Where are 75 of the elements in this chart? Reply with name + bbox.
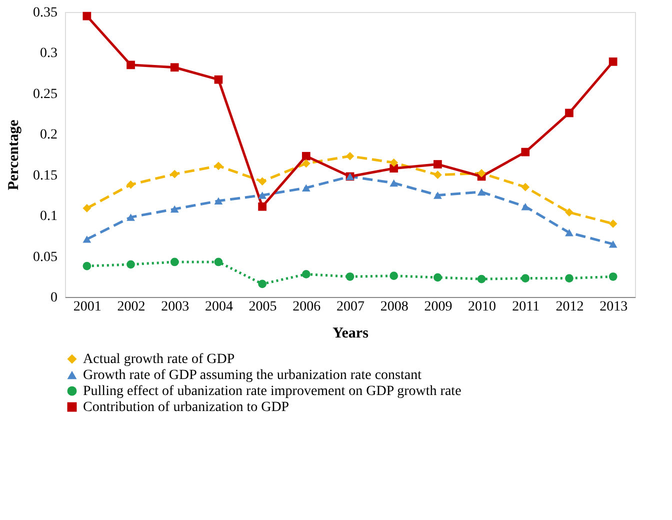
point [565, 108, 574, 118]
point [126, 214, 135, 221]
point [390, 158, 398, 167]
x-tick-label: 2010 [468, 300, 496, 314]
y-axis-title: Percentage [6, 119, 22, 190]
point [302, 152, 310, 160]
legend-label: Actual growth rate of GDP [83, 352, 235, 367]
point [434, 273, 442, 282]
y-tick-label: 0.3 [40, 46, 58, 62]
point [126, 180, 135, 189]
y-tick-label: 0.25 [33, 86, 58, 102]
x-tick-label: 2013 [600, 300, 628, 314]
y-tick-label: 0.05 [33, 250, 58, 265]
x-tick-label: 2008 [380, 300, 408, 314]
point [82, 12, 92, 20]
point [390, 179, 398, 187]
point [608, 220, 618, 228]
point [521, 202, 530, 210]
point [214, 258, 223, 266]
point [565, 229, 574, 236]
point [346, 272, 354, 281]
point [521, 274, 530, 282]
x-tick-label: 2001 [73, 300, 102, 314]
y-tick-label: 0.2 [40, 128, 58, 143]
legend-label: Growth rate of GDP assuming the urbanization rate constant [83, 368, 422, 383]
point [126, 260, 135, 269]
y-tick-label: 0.1 [40, 209, 58, 224]
x-tick-label: 2006 [292, 300, 321, 314]
point [82, 236, 92, 243]
point [608, 240, 618, 248]
y-tick-label: 0.35 [33, 6, 58, 20]
point [82, 262, 92, 270]
legend-label: Pulling effect of ubanization rate improvement on GDP growth rate [83, 384, 462, 399]
point [434, 192, 442, 199]
point [258, 177, 266, 186]
point [258, 192, 266, 199]
point [390, 272, 398, 280]
point [258, 280, 266, 288]
point [477, 188, 486, 196]
point [302, 270, 310, 278]
point [565, 274, 574, 282]
point [170, 258, 179, 266]
y-tick-label: 0 [50, 290, 58, 306]
x-tick-label: 2009 [424, 300, 452, 314]
point [126, 60, 135, 70]
point [608, 272, 618, 281]
point [258, 202, 266, 211]
legend-label: Contribution of urbanization to GDP [83, 400, 290, 415]
x-tick-label: 2005 [248, 300, 277, 314]
point [82, 204, 92, 212]
point [521, 182, 530, 192]
point [608, 57, 618, 66]
point [477, 169, 486, 178]
x-tick-label: 2004 [204, 300, 233, 314]
point [170, 205, 179, 213]
x-tick-label: 2007 [336, 300, 364, 314]
point [521, 148, 530, 156]
x-tick-label: 2003 [161, 300, 190, 314]
point [214, 75, 223, 84]
point [346, 152, 354, 160]
x-tick-label: 2011 [512, 300, 540, 314]
x-tick-label: 2012 [556, 300, 584, 314]
point [302, 184, 310, 192]
x-axis-title: Years [332, 326, 369, 342]
y-tick-label: 0.15 [33, 168, 58, 184]
point [214, 197, 223, 205]
point [434, 160, 442, 168]
point [477, 274, 486, 284]
point [170, 63, 179, 72]
x-tick-label: 2002 [117, 300, 146, 314]
point [565, 208, 574, 216]
point [302, 159, 310, 168]
point [170, 170, 179, 178]
point [214, 162, 223, 170]
point [434, 170, 442, 180]
